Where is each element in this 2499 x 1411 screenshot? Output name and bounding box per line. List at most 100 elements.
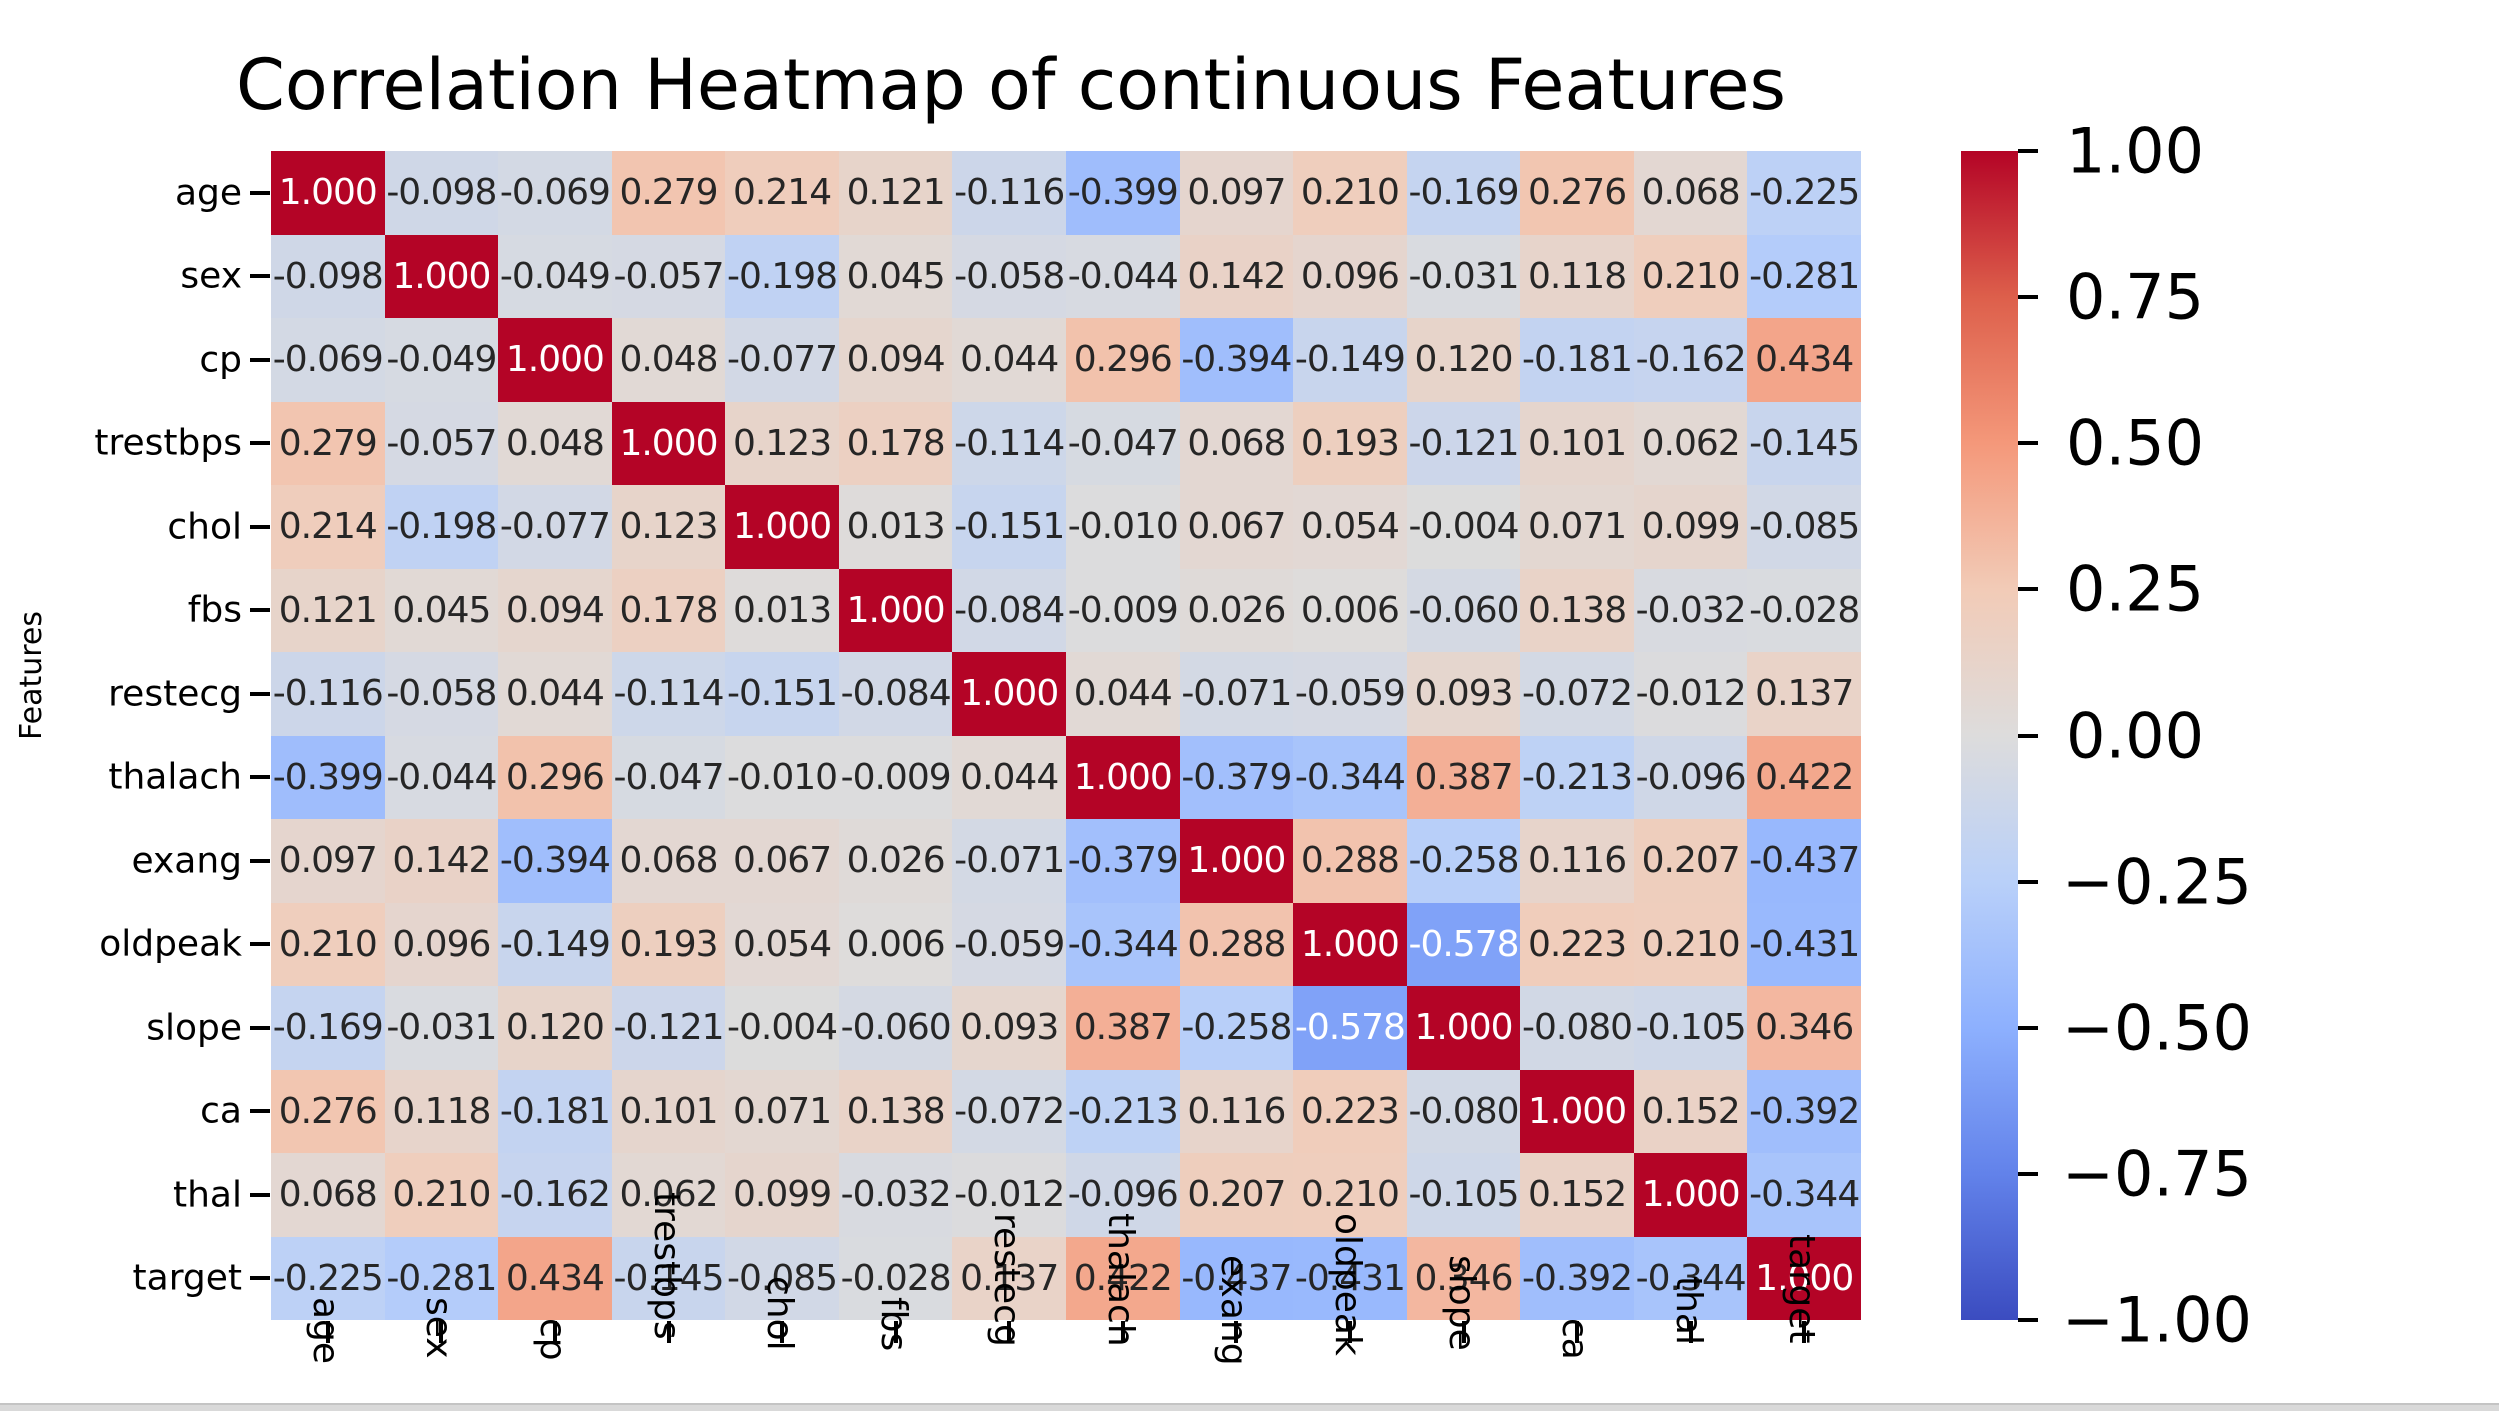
heatmap-cell: 0.137 [952, 1236, 1066, 1320]
heatmap-cell: -0.114 [952, 401, 1066, 485]
x-tick [780, 1321, 785, 1343]
heatmap-cell: 0.116 [1179, 1069, 1294, 1153]
heatmap-cell: 0.044 [952, 735, 1066, 819]
heatmap-cell: -0.044 [1065, 234, 1180, 318]
colorbar [1961, 151, 2018, 1320]
heatmap-cell: 1.000 [725, 485, 839, 569]
heatmap-cell: -0.121 [1406, 401, 1521, 485]
y-tick-label: slope [146, 1007, 242, 1049]
colorbar-tick [2018, 1318, 2038, 1322]
heatmap-cell: -0.116 [952, 151, 1066, 235]
heatmap-cell: -0.084 [952, 568, 1066, 652]
heatmap-cell: -0.379 [1065, 819, 1180, 903]
y-tick-label: cp [199, 339, 242, 381]
y-tick [250, 524, 270, 529]
y-tick-label: thalach [108, 756, 242, 798]
heatmap-cell: -0.077 [498, 485, 612, 569]
colorbar-tick [2018, 149, 2038, 153]
heatmap-cell: -0.145 [1747, 401, 1861, 485]
heatmap-cell: 0.054 [725, 902, 839, 986]
heatmap-cell: 0.422 [1065, 1236, 1180, 1320]
heatmap-cell: -0.116 [271, 652, 385, 736]
heatmap-cell: 0.210 [1633, 234, 1748, 318]
heatmap-cell: 0.279 [611, 151, 726, 235]
heatmap-cell: -0.032 [838, 1153, 953, 1237]
heatmap-cell: 0.044 [952, 318, 1066, 402]
colorbar-tick [2018, 879, 2038, 884]
x-tick-label: target [1781, 1234, 1823, 1344]
x-tick [1347, 1321, 1352, 1343]
y-tick-label: oldpeak [99, 923, 242, 965]
heatmap-cell: 0.178 [611, 568, 726, 652]
heatmap-cell: 0.026 [838, 819, 953, 903]
heatmap-cell: -0.431 [1747, 902, 1861, 986]
heatmap-cell: 0.276 [1520, 151, 1634, 235]
heatmap-cell: 0.118 [384, 1069, 499, 1153]
colorbar-tick-label: 0.25 [2066, 552, 2205, 626]
heatmap-cell: -0.085 [725, 1236, 839, 1320]
heatmap-cell: 0.137 [1747, 652, 1861, 736]
heatmap-cell: 0.210 [1293, 151, 1407, 235]
heatmap-cell: -0.151 [725, 652, 839, 736]
heatmap-cell: 0.068 [1179, 401, 1294, 485]
heatmap-grid: 1.000 -0.098 -0.069 0.279 0.214 0.121 -0.116 -0… [271, 151, 1861, 1320]
heatmap-cell: -0.072 [1520, 652, 1634, 736]
x-tick-label: thal [1667, 1276, 1709, 1345]
colorbar-tick [2018, 295, 2038, 300]
heatmap-cell: 0.006 [1293, 568, 1407, 652]
heatmap-cell: -0.047 [1065, 401, 1180, 485]
heatmap-cell: 0.013 [838, 485, 953, 569]
heatmap-cell: 0.123 [725, 401, 839, 485]
heatmap-cell: 0.346 [1406, 1236, 1521, 1320]
heatmap-cell: 0.193 [611, 902, 726, 986]
y-tick [250, 441, 270, 446]
heatmap-cell: 0.121 [271, 568, 385, 652]
heatmap-cell: 0.097 [1179, 151, 1294, 235]
heatmap-cell: -0.169 [271, 986, 385, 1070]
colorbar-tick [2018, 587, 2038, 592]
heatmap-cell: -0.080 [1406, 1069, 1521, 1153]
heatmap-cell: -0.379 [1179, 735, 1294, 819]
heatmap-cell: -0.058 [952, 234, 1066, 318]
heatmap-cell: -0.072 [952, 1069, 1066, 1153]
heatmap-cell: -0.437 [1747, 819, 1861, 903]
heatmap-cell: 0.071 [725, 1069, 839, 1153]
heatmap-cell: -0.281 [1747, 234, 1861, 318]
heatmap-cell: 0.434 [1747, 318, 1861, 402]
heatmap-cell: 0.121 [838, 151, 953, 235]
colorbar-tick-label: −0.75 [2062, 1137, 2252, 1211]
heatmap-cell: -0.028 [1747, 568, 1861, 652]
heatmap-cell: 0.068 [611, 819, 726, 903]
heatmap-cell: -0.578 [1406, 902, 1521, 986]
heatmap-cell: 0.097 [271, 819, 385, 903]
heatmap-cell: 0.288 [1179, 902, 1294, 986]
heatmap-cell: 0.193 [1293, 401, 1407, 485]
heatmap-cell: 0.178 [838, 401, 953, 485]
heatmap-cell: 1.000 [1406, 986, 1521, 1070]
heatmap-cell: 0.152 [1520, 1153, 1634, 1237]
heatmap-cell: -0.047 [611, 735, 726, 819]
x-tick [1234, 1321, 1239, 1343]
colorbar-tick [2018, 1025, 2038, 1030]
heatmap-cell: 0.288 [1293, 819, 1407, 903]
x-tick [1688, 1321, 1693, 1343]
chart-title: Correlation Heatmap of continuous Featur… [236, 44, 1786, 126]
y-tick [250, 608, 270, 613]
y-tick-label: sex [180, 255, 242, 297]
heatmap-cell: -0.049 [498, 234, 612, 318]
heatmap-cell: 0.142 [1179, 234, 1294, 318]
heatmap-cell: -0.169 [1406, 151, 1521, 235]
heatmap-cell: 0.138 [838, 1069, 953, 1153]
colorbar-tick-label: −0.25 [2062, 845, 2252, 919]
heatmap-cell: -0.031 [1406, 234, 1521, 318]
heatmap-cell: -0.031 [384, 986, 499, 1070]
heatmap-cell: -0.344 [1293, 735, 1407, 819]
colorbar-tick-label: 1.00 [2066, 114, 2205, 188]
heatmap-cell: 0.045 [838, 234, 953, 318]
x-tick-label: fbs [872, 1297, 914, 1352]
heatmap-cell: 0.123 [611, 485, 726, 569]
heatmap-cell: -0.213 [1520, 735, 1634, 819]
heatmap-cell: 0.044 [1065, 652, 1180, 736]
heatmap-cell: 0.223 [1293, 1069, 1407, 1153]
heatmap-cell: -0.145 [611, 1236, 726, 1320]
